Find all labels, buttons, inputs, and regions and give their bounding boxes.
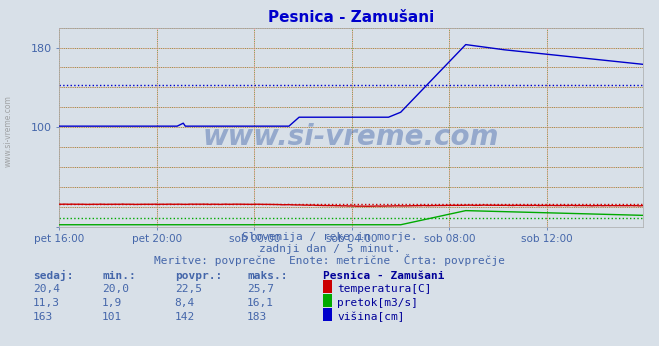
Text: Slovenija / reke in morje.: Slovenija / reke in morje. xyxy=(242,233,417,243)
Text: temperatura[C]: temperatura[C] xyxy=(337,284,432,294)
Text: 183: 183 xyxy=(247,312,268,322)
Text: 20,4: 20,4 xyxy=(33,284,60,294)
Text: maks.:: maks.: xyxy=(247,271,287,281)
Text: www.si-vreme.com: www.si-vreme.com xyxy=(203,123,499,151)
Text: 22,5: 22,5 xyxy=(175,284,202,294)
Text: 20,0: 20,0 xyxy=(102,284,129,294)
Text: www.si-vreme.com: www.si-vreme.com xyxy=(3,95,13,167)
Text: Pesnica - Zamušani: Pesnica - Zamušani xyxy=(323,271,444,281)
Text: 142: 142 xyxy=(175,312,195,322)
Text: 163: 163 xyxy=(33,312,53,322)
Text: 101: 101 xyxy=(102,312,123,322)
Text: 16,1: 16,1 xyxy=(247,298,274,308)
Text: povpr.:: povpr.: xyxy=(175,271,222,281)
Text: zadnji dan / 5 minut.: zadnji dan / 5 minut. xyxy=(258,244,401,254)
Text: višina[cm]: višina[cm] xyxy=(337,312,405,322)
Title: Pesnica - Zamušani: Pesnica - Zamušani xyxy=(268,10,434,25)
Text: min.:: min.: xyxy=(102,271,136,281)
Text: 11,3: 11,3 xyxy=(33,298,60,308)
Text: 1,9: 1,9 xyxy=(102,298,123,308)
Text: pretok[m3/s]: pretok[m3/s] xyxy=(337,298,418,308)
Text: 25,7: 25,7 xyxy=(247,284,274,294)
Text: Meritve: povprečne  Enote: metrične  Črta: povprečje: Meritve: povprečne Enote: metrične Črta:… xyxy=(154,254,505,266)
Text: 8,4: 8,4 xyxy=(175,298,195,308)
Text: sedaj:: sedaj: xyxy=(33,270,73,281)
